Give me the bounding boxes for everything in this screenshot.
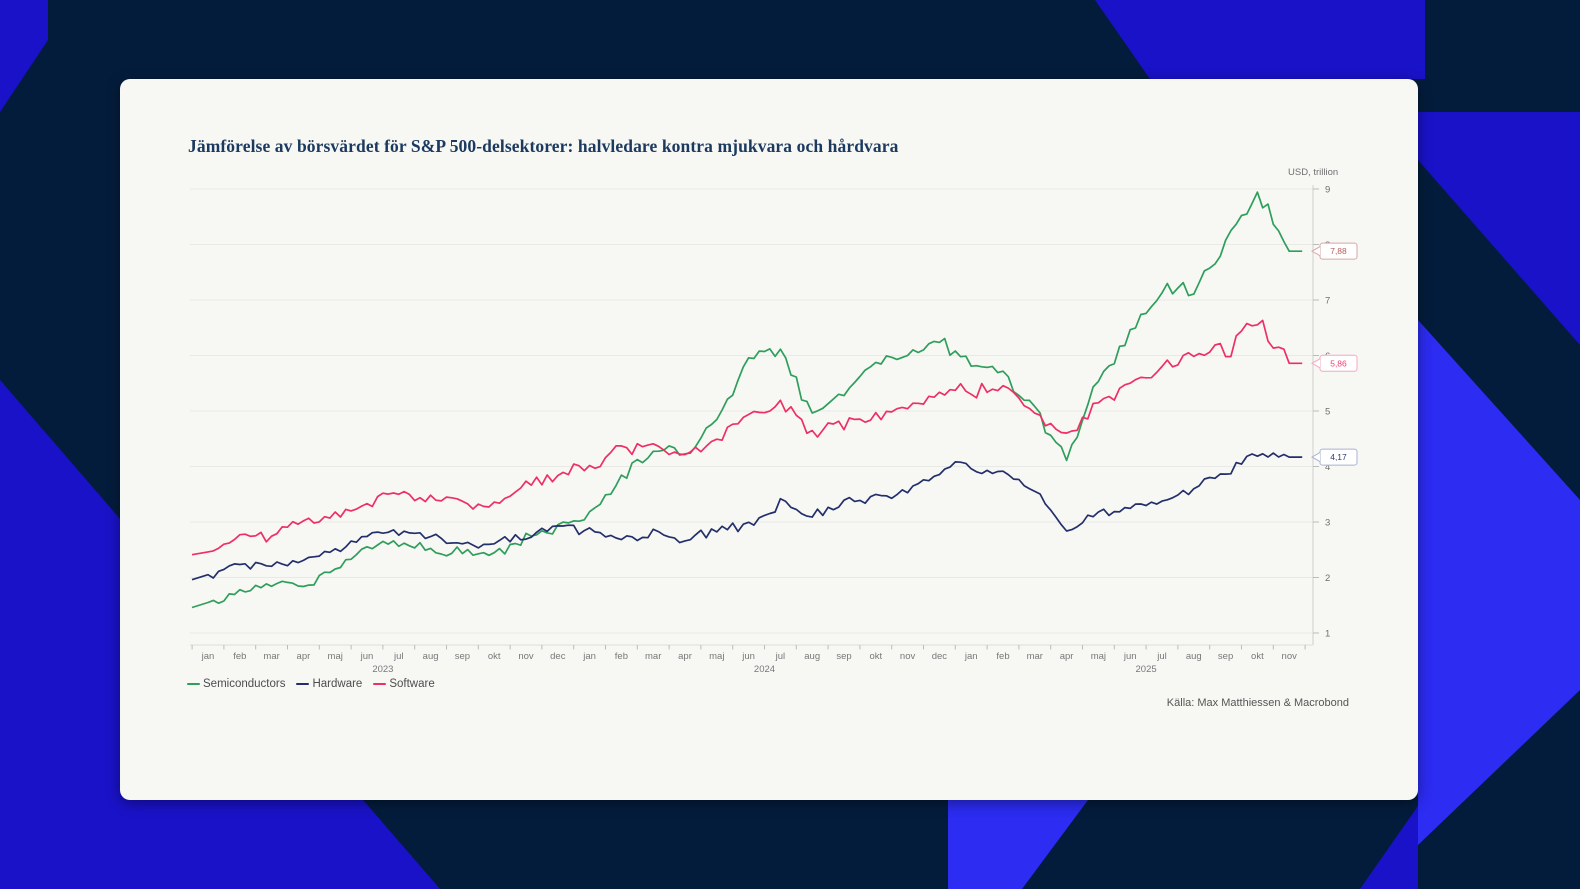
svg-text:4: 4: [1325, 462, 1330, 473]
svg-text:5,86: 5,86: [1330, 358, 1347, 368]
svg-text:aug: aug: [423, 651, 439, 662]
svg-text:dec: dec: [550, 651, 566, 662]
svg-text:2025: 2025: [1136, 664, 1157, 675]
bg-shape-right-lower: [1418, 320, 1580, 845]
svg-text:apr: apr: [1060, 651, 1074, 662]
legend-label-hardware: Hardware: [312, 678, 363, 690]
legend-item-software: Software: [373, 678, 435, 690]
svg-text:jul: jul: [1156, 651, 1167, 662]
svg-text:7,88: 7,88: [1330, 246, 1347, 256]
svg-text:aug: aug: [1186, 651, 1202, 662]
svg-text:mar: mar: [645, 651, 661, 662]
svg-text:1: 1: [1325, 629, 1330, 640]
svg-text:jun: jun: [360, 651, 374, 662]
svg-text:mar: mar: [1027, 651, 1043, 662]
bg-shape-top-sliver: [1095, 0, 1425, 79]
svg-text:feb: feb: [615, 651, 628, 662]
svg-text:jan: jan: [201, 651, 215, 662]
source-attribution: Källa: Max Matthiessen & Macrobond: [1166, 697, 1349, 709]
legend-item-semiconductors: Semiconductors: [187, 678, 285, 690]
legend-label-semiconductors: Semiconductors: [203, 678, 286, 690]
bg-shape-top-left: [0, 0, 48, 112]
svg-text:nov: nov: [1282, 651, 1298, 662]
chart-card: Jämförelse av börsvärdet för S&P 500-del…: [120, 79, 1418, 800]
svg-text:5: 5: [1325, 407, 1330, 418]
hardware-color-dash: [296, 682, 310, 686]
svg-text:aug: aug: [804, 651, 820, 662]
svg-text:mar: mar: [263, 651, 279, 662]
chart-title: Jämförelse av börsvärdet för S&P 500-del…: [188, 136, 899, 156]
svg-text:dec: dec: [932, 651, 948, 662]
svg-text:USD, trillion: USD, trillion: [1288, 167, 1338, 178]
chart-legend: Semiconductors Hardware Software: [187, 678, 435, 690]
svg-text:2024: 2024: [754, 664, 775, 675]
bg-shape-bottom-band: [948, 800, 1088, 889]
svg-text:jan: jan: [964, 651, 978, 662]
bg-shape-right-upper: [1418, 112, 1580, 345]
svg-text:jun: jun: [1123, 651, 1137, 662]
svg-text:3: 3: [1325, 518, 1330, 529]
svg-text:maj: maj: [328, 651, 343, 662]
svg-text:apr: apr: [678, 651, 692, 662]
svg-text:sep: sep: [455, 651, 470, 662]
svg-text:sep: sep: [836, 651, 851, 662]
svg-text:okt: okt: [488, 651, 501, 662]
svg-text:jul: jul: [393, 651, 404, 662]
legend-item-hardware: Hardware: [296, 678, 362, 690]
svg-text:feb: feb: [996, 651, 1009, 662]
svg-text:nov: nov: [518, 651, 534, 662]
svg-text:4,17: 4,17: [1330, 452, 1347, 462]
svg-text:jul: jul: [775, 651, 786, 662]
svg-text:2023: 2023: [372, 664, 393, 675]
software-color-dash: [373, 682, 387, 686]
svg-text:nov: nov: [900, 651, 916, 662]
svg-text:okt: okt: [1251, 651, 1264, 662]
legend-label-software: Software: [389, 678, 435, 690]
svg-text:7: 7: [1325, 296, 1330, 307]
svg-text:maj: maj: [1091, 651, 1106, 662]
svg-text:9: 9: [1325, 185, 1330, 196]
svg-text:jun: jun: [741, 651, 755, 662]
svg-text:feb: feb: [233, 651, 246, 662]
svg-text:apr: apr: [297, 651, 311, 662]
semiconductors-color-dash: [187, 682, 200, 686]
svg-text:sep: sep: [1218, 651, 1233, 662]
bg-shape-bottom-right-wedge: [1360, 806, 1418, 889]
svg-text:maj: maj: [709, 651, 724, 662]
market-cap-line-chart: 123456789USD, trillionjanfebmaraprmajjun…: [190, 167, 1358, 675]
svg-text:okt: okt: [869, 651, 882, 662]
svg-text:2: 2: [1325, 573, 1330, 584]
svg-text:jan: jan: [582, 651, 596, 662]
